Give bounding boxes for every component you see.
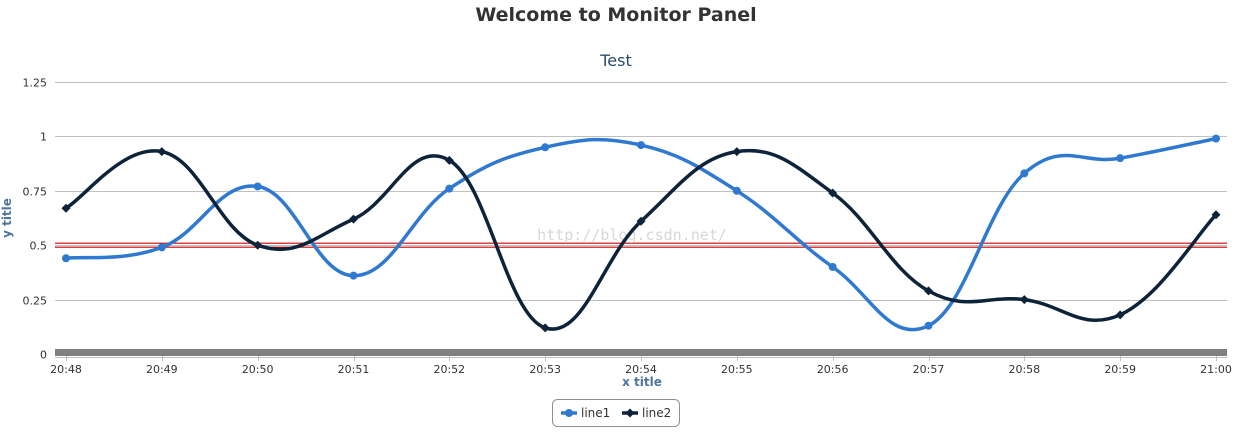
series-line1	[62, 134, 1220, 332]
y-tick-label: 1.25	[23, 77, 48, 90]
line1-point[interactable]	[445, 184, 454, 193]
line1-point[interactable]	[732, 186, 741, 195]
x-tick-label: 20:53	[529, 363, 561, 376]
series-layer	[61, 134, 1221, 333]
line1-point[interactable]	[62, 254, 70, 263]
line2-point[interactable]	[1211, 210, 1221, 220]
line1-point[interactable]	[637, 141, 645, 150]
x-tick-label: 20:58	[1008, 363, 1040, 376]
line1-point[interactable]	[1116, 154, 1125, 163]
legend-box	[552, 399, 680, 427]
line2-point[interactable]	[1019, 295, 1029, 305]
y-axis-tick-labels: 0 0.25 0.5 0.75 1 1.25	[23, 77, 48, 362]
line2-point[interactable]	[732, 147, 742, 157]
line2-point[interactable]	[444, 155, 454, 165]
x-tick-label: 20:59	[1104, 363, 1136, 376]
line1-legend-label: line1	[581, 406, 610, 420]
x-tick-label: 20:48	[50, 363, 82, 376]
watermark-text: http://blog.csdn.net/	[537, 226, 727, 244]
x-tick-label: 20:54	[625, 363, 657, 376]
line2-legend-marker	[625, 408, 635, 418]
x-tick-label: 20:49	[146, 363, 178, 376]
line2-point[interactable]	[540, 323, 550, 333]
line2-point[interactable]	[1115, 310, 1125, 320]
x-tick-label: 20:50	[242, 363, 274, 376]
x-axis-title: x title	[622, 375, 662, 389]
y-tick-label: 1	[40, 131, 47, 144]
x-tick-label: 20:55	[721, 363, 753, 376]
x-axis: 20:48 20:49 20:50 20:51 20:52 20:53 20:54 20:55…	[50, 349, 1232, 376]
line2-point[interactable]	[828, 188, 838, 198]
line1-point[interactable]	[349, 271, 358, 280]
line1-point[interactable]	[1020, 169, 1029, 178]
line1-point[interactable]	[157, 243, 166, 252]
line2-point[interactable]	[924, 286, 933, 296]
series-line2	[61, 147, 1221, 333]
legend: line1 line2	[552, 399, 680, 427]
legend-item-line2[interactable]: line2	[622, 406, 671, 420]
line2-point[interactable]	[157, 147, 167, 157]
line1-point[interactable]	[828, 262, 837, 271]
y-tick-label: 0.25	[23, 295, 48, 308]
line2-legend-label: line2	[642, 406, 671, 420]
line1-point[interactable]	[924, 321, 933, 330]
line2-point[interactable]	[349, 214, 358, 224]
y-tick-label: 0.75	[23, 186, 48, 199]
chart-title: Test	[599, 51, 632, 70]
y-tick-label: 0	[40, 349, 47, 362]
y-tick-label: 0.5	[30, 240, 48, 253]
x-tick-label: 20:52	[433, 363, 465, 376]
x-tick-label: 21:00	[1200, 363, 1232, 376]
x-tick-label: 20:57	[913, 363, 945, 376]
x-tick-label: 20:56	[817, 363, 849, 376]
line1-point[interactable]	[541, 143, 550, 152]
legend-item-line1[interactable]: line1	[561, 406, 610, 420]
line1-legend-marker	[565, 409, 573, 417]
x-axis-line	[55, 349, 1227, 356]
line2-point[interactable]	[61, 203, 71, 213]
line1-point[interactable]	[1212, 134, 1220, 143]
page-title: Welcome to Monitor Panel	[475, 4, 757, 26]
y-axis-title: y title	[0, 198, 14, 238]
line2-point[interactable]	[253, 240, 263, 250]
x-tick-label: 20:51	[338, 363, 370, 376]
line2-point[interactable]	[636, 216, 646, 226]
line1-point[interactable]	[253, 182, 262, 191]
